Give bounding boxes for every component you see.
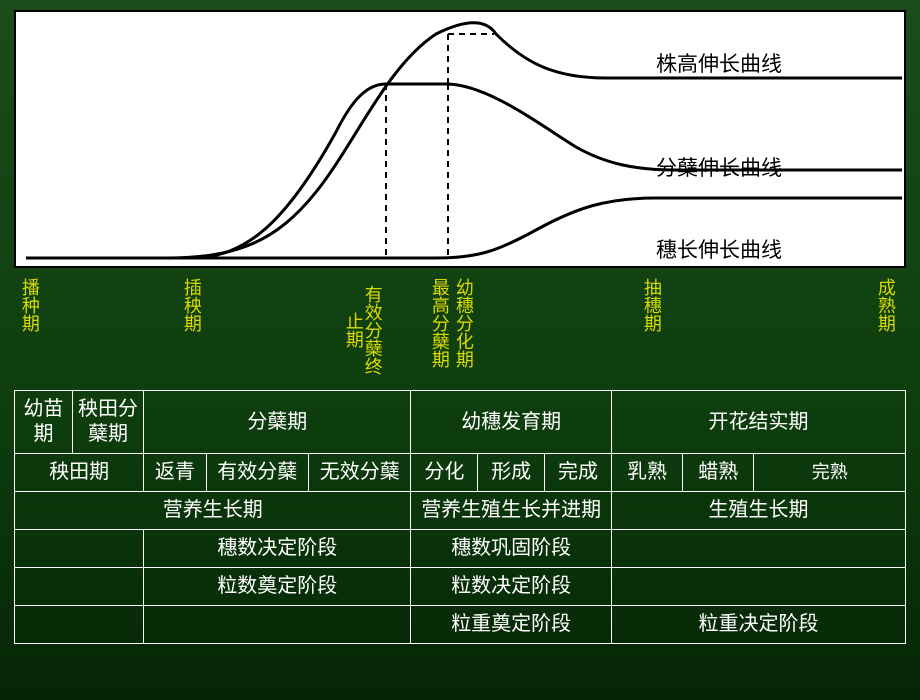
stage-panicle-diff: 幼穗分化期 <box>454 278 473 368</box>
cell-eff-tiller: 有效分蘖 <box>206 454 308 492</box>
cell-veg-repro: 营养生殖生长并进期 <box>411 492 611 530</box>
cell-wax: 蜡熟 <box>683 454 754 492</box>
cell-ineff-tiller: 无效分蘖 <box>309 454 411 492</box>
plant-height-label: 株高伸长曲线 <box>656 48 782 78</box>
cell-reproductive: 生殖生长期 <box>611 492 905 530</box>
cell-panicle-num-fix: 穗数巩固阶段 <box>411 530 611 568</box>
cell-flowering: 开花结实期 <box>611 391 905 454</box>
growth-chart: 株高伸长曲线 分蘖伸长曲线 穗长伸长曲线 <box>14 10 906 268</box>
table-row: 粒数奠定阶段 粒数决定阶段 <box>15 568 906 606</box>
table-row: 幼苗期 秧田分蘖期 分蘖期 幼穗发育期 开花结实期 <box>15 391 906 454</box>
cell-panicle-dev: 幼穗发育期 <box>411 391 611 454</box>
cell-complete: 完成 <box>545 454 612 492</box>
cell-empty <box>144 606 411 644</box>
cell-empty <box>611 530 905 568</box>
stage-transplant: 插秧期 <box>182 278 201 332</box>
stage-mature: 成熟期 <box>876 278 895 332</box>
cell-grain-num-det: 粒数决定阶段 <box>411 568 611 606</box>
cell-regreen: 返青 <box>144 454 206 492</box>
cell-seedling: 幼苗期 <box>15 391 73 454</box>
cell-empty <box>611 568 905 606</box>
stage-table: 幼苗期 秧田分蘖期 分蘖期 幼穗发育期 开花结实期 秧田期 返青 有效分蘖 无效… <box>14 390 906 644</box>
cell-grain-wt-found: 粒重奠定阶段 <box>411 606 611 644</box>
cell-grain-num-found: 粒数奠定阶段 <box>144 568 411 606</box>
stage-labels: 播种期 插秧期 有效分蘖终止期 最高分蘖期 幼穗分化期 抽穗期 成熟期 <box>14 272 906 382</box>
stage-sowing: 播种期 <box>20 278 39 332</box>
cell-tillering: 分蘖期 <box>144 391 411 454</box>
cell-grain-wt-det: 粒重决定阶段 <box>611 606 905 644</box>
stage-effective-tiller-end: 有效分蘖终止期 <box>344 278 382 382</box>
cell-milk: 乳熟 <box>611 454 682 492</box>
cell-form: 形成 <box>478 454 545 492</box>
cell-empty <box>15 568 144 606</box>
table-row: 粒重奠定阶段 粒重决定阶段 <box>15 606 906 644</box>
table-row: 穗数决定阶段 穗数巩固阶段 <box>15 530 906 568</box>
table-row: 秧田期 返青 有效分蘖 无效分蘖 分化 形成 完成 乳熟 蜡熟 完熟 <box>15 454 906 492</box>
cell-diff: 分化 <box>411 454 478 492</box>
tiller-label: 分蘖伸长曲线 <box>656 152 782 182</box>
stage-max-tiller: 最高分蘖期 <box>430 278 449 368</box>
cell-panicle-num-det: 穗数决定阶段 <box>144 530 411 568</box>
cell-empty <box>15 606 144 644</box>
cell-full-ripe: 完熟 <box>754 454 906 492</box>
stage-heading: 抽穗期 <box>642 278 661 332</box>
cell-vegetative: 营养生长期 <box>15 492 411 530</box>
cell-seedbed-tiller: 秧田分蘖期 <box>72 391 143 454</box>
panicle-label: 穗长伸长曲线 <box>656 234 782 264</box>
cell-seedbed: 秧田期 <box>15 454 144 492</box>
cell-empty <box>15 530 144 568</box>
table-row: 营养生长期 营养生殖生长并进期 生殖生长期 <box>15 492 906 530</box>
growth-stage-table: 幼苗期 秧田分蘖期 分蘖期 幼穗发育期 开花结实期 秧田期 返青 有效分蘖 无效… <box>14 390 906 644</box>
